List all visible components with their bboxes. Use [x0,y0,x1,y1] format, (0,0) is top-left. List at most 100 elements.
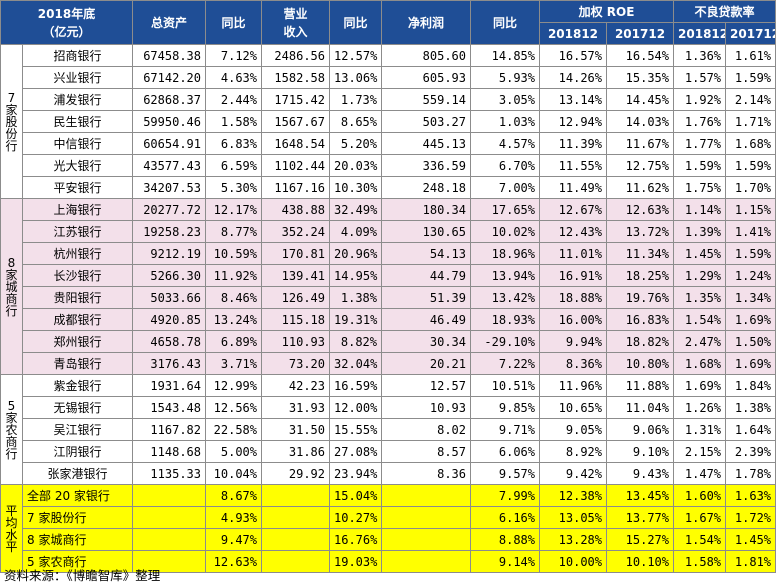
assets-yoy-cell: 8.77% [205,220,262,243]
net-profit-cell: 180.34 [381,198,471,221]
roe-2017-cell: 9.43% [605,462,675,485]
revenue-cell: 115.18 [261,308,330,331]
bank-name: 民生银行 [22,110,133,133]
net-profit-cell: 51.39 [381,286,471,309]
roe-2018-cell: 11.39% [539,132,607,155]
roe-2018-cell: 9.42% [539,462,607,485]
total-assets-cell: 1135.33 [132,462,206,485]
assets-yoy-cell: 10.04% [205,462,262,485]
revenue-yoy-cell: 20.96% [329,242,382,265]
bank-name: 长沙银行 [22,264,133,287]
roe-2018-cell: 9.94% [539,330,607,353]
table-row: 浦发银行 62868.37 2.44% 1715.42 1.73% 559.14 3.05%… [1,88,776,111]
revenue-yoy-cell: 8.82% [329,330,382,353]
net-profit-yoy-cell: 9.14% [470,550,540,573]
revenue-yoy-cell: 27.08% [329,440,382,463]
net-profit-yoy-cell: 7.00% [470,176,540,199]
bank-name: 中信银行 [22,132,133,155]
npl-2017-cell: 1.84% [725,374,776,397]
table-row: 7 家股份行招商银行 67458.38 7.12% 2486.56 12.57% 805.6… [0,44,776,199]
revenue-yoy-cell: 15.04% [329,484,382,507]
bank-name: 上海银行 [22,198,133,221]
assets-yoy-cell: 5.30% [205,176,262,199]
table-row: 中信银行 60654.91 6.83% 1648.54 5.20% 445.13 4.57%… [1,132,776,155]
net-profit-cell: 8.36 [381,462,471,485]
total-assets-cell: 4658.78 [132,330,206,353]
npl-2018-cell: 1.68% [673,352,727,375]
revenue-cell [261,550,330,573]
bank-name: 无锡银行 [22,396,133,419]
npl-2017-cell: 1.15% [725,198,776,221]
npl-2018-cell: 1.60% [673,484,727,507]
npl-2017-cell: 1.61% [725,44,776,67]
revenue-cell: 42.23 [261,374,330,397]
bank-name: 光大银行 [22,154,133,177]
corner-line1: 2018年底 [37,6,96,21]
bank-name: 平安银行 [22,176,133,199]
roe-2018-cell: 13.14% [539,88,607,111]
net-profit-yoy-cell: 8.88% [470,528,540,551]
net-profit-yoy-cell: 6.16% [470,506,540,529]
roe-2018-cell: 13.28% [539,528,607,551]
npl-2017-cell: 1.41% [725,220,776,243]
roe-2017-cell: 11.04% [605,396,675,419]
roe-header: 加权 ROE [538,0,675,23]
roe-2017-cell: 11.62% [605,176,675,199]
roe-2017-cell: 14.45% [605,88,675,111]
total-assets-cell: 1148.68 [132,440,206,463]
assets-yoy-cell: 12.63% [205,550,262,573]
table-row: 兴业银行 67142.20 4.63% 1582.58 13.06% 605.93 5.93… [1,66,776,89]
bank-name: 贵阳银行 [22,286,133,309]
assets-yoy-cell: 13.24% [205,308,262,331]
total-assets-cell [132,506,206,529]
table-row: 杭州银行 9212.19 10.59% 170.81 20.96% 54.13 18.96%… [1,242,776,265]
revenue-cell: 73.20 [261,352,330,375]
roe-2017-cell: 11.88% [605,374,675,397]
total-assets-cell: 1167.82 [132,418,206,441]
npl-2018-cell: 2.15% [673,440,727,463]
revenue-cell: 31.93 [261,396,330,419]
roe-2018-cell: 8.92% [539,440,607,463]
total-assets-cell: 20277.72 [132,198,206,221]
npl-2017-cell: 1.63% [725,484,776,507]
net-profit-cell: 503.27 [381,110,471,133]
total-assets-cell [132,484,206,507]
revenue-cell [261,528,330,551]
total-assets-cell: 3176.43 [132,352,206,375]
npl-2017-cell: 1.70% [725,176,776,199]
assets-yoy-cell: 4.63% [205,66,262,89]
corner-header: 2018年底 （亿元） [0,0,133,45]
roe-2018-cell: 11.49% [539,176,607,199]
net-profit-cell: 8.57 [381,440,471,463]
total-assets-cell: 43577.43 [132,154,206,177]
bank-name: 紫金银行 [22,374,133,397]
roe-2017-cell: 9.06% [605,418,675,441]
total-assets-cell: 62868.37 [132,88,206,111]
bank-name: 青岛银行 [22,352,133,375]
roe-2017-cell: 11.34% [605,242,675,265]
revenue-cell [261,506,330,529]
net-profit-cell: 336.59 [381,154,471,177]
assets-yoy-cell: 9.47% [205,528,262,551]
npl-2018-cell: 1.54% [673,308,727,331]
npl-2017-cell: 1.50% [725,330,776,353]
table-body: 7 家股份行招商银行 67458.38 7.12% 2486.56 12.57% 805.6… [0,44,776,573]
total-assets-cell: 5033.66 [132,286,206,309]
assets-yoy-cell: 12.56% [205,396,262,419]
npl-2017-cell: 1.64% [725,418,776,441]
assets-yoy-cell: 8.67% [205,484,262,507]
roe-2018-cell: 16.00% [539,308,607,331]
table-row: 成都银行 4920.85 13.24% 115.18 19.31% 46.49 18.93%… [1,308,776,331]
net-profit-yoy-cell: 9.85% [470,396,540,419]
net-profit-cell: 10.93 [381,396,471,419]
roe-2017-cell: 13.45% [605,484,675,507]
roe-2018-cell: 8.36% [539,352,607,375]
bank-name: 吴江银行 [22,418,133,441]
npl-2017-cell: 1.59% [725,242,776,265]
assets-yoy-cell: 6.83% [205,132,262,155]
assets-yoy-cell: 12.99% [205,374,262,397]
table-row: 青岛银行 3176.43 3.71% 73.20 32.04% 20.21 7.22% 8.3… [1,352,776,375]
revenue-yoy-cell: 20.03% [329,154,382,177]
net-profit-yoy-cell: 10.02% [470,220,540,243]
revenue-yoy-cell: 4.09% [329,220,382,243]
